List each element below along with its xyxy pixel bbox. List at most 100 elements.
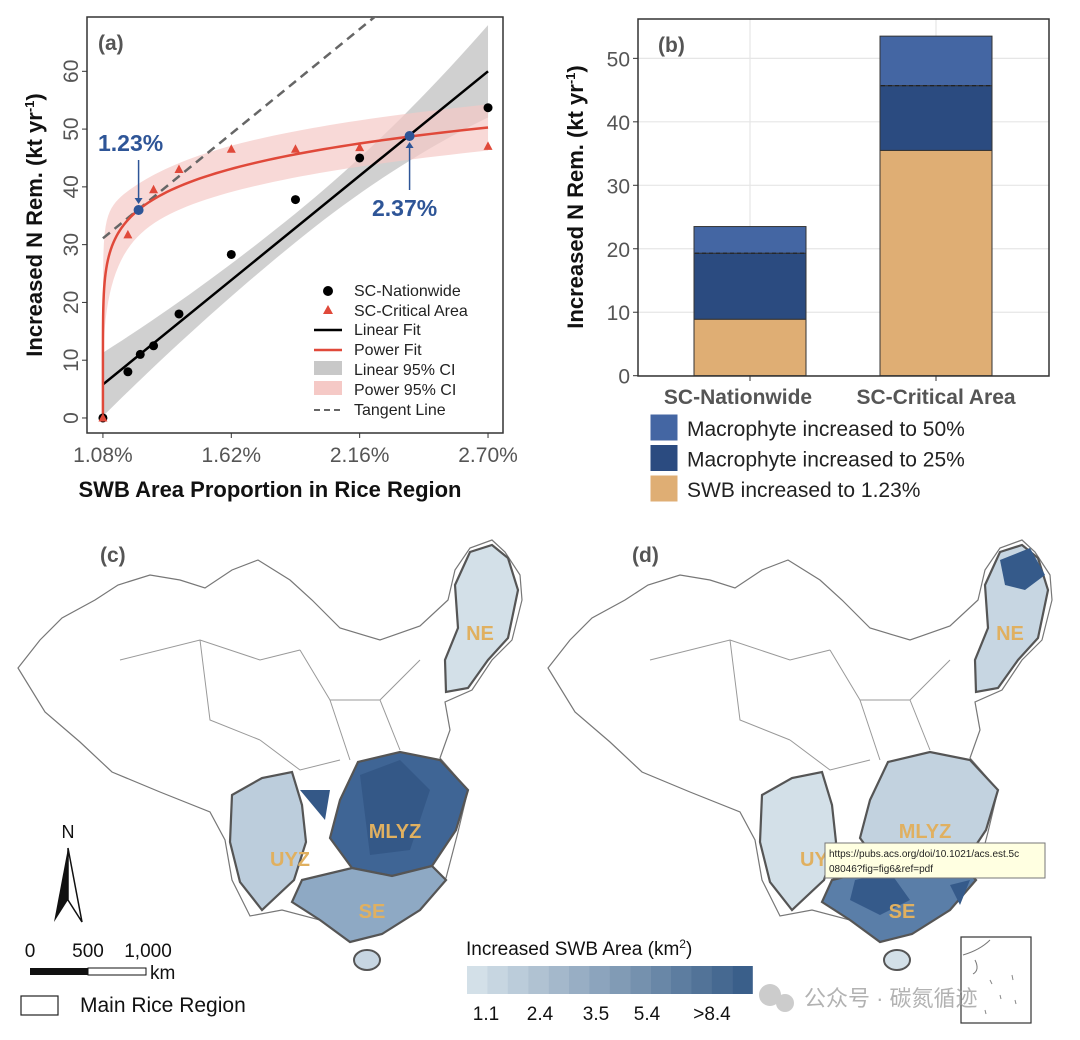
legend: SC-Nationwide SC-Critical Area Linear Fit P… bbox=[314, 283, 468, 419]
svg-text:公众号 · 碳氮循迹: 公众号 · 碳氮循迹 bbox=[804, 986, 978, 1011]
plot-frame bbox=[637, 18, 1050, 377]
colorbar-step bbox=[630, 966, 651, 994]
province-border bbox=[259, 739, 341, 771]
colorbar-step bbox=[691, 966, 712, 994]
legend-label: Linear 95% CI bbox=[354, 362, 455, 379]
power-fit-line bbox=[101, 126, 489, 418]
region-label: SE bbox=[889, 901, 916, 923]
critical-area-point bbox=[174, 164, 184, 174]
svg-text:1,000: 1,000 bbox=[124, 941, 172, 962]
svg-text:https://pubs.acs.org/doi/10.10: https://pubs.acs.org/doi/10.1021/acs.est… bbox=[829, 849, 1019, 860]
panel-a-chart: 0 10 20 30 40 50 60 1.08% 1.62% 2.16% 2.70% (a) SW… bbox=[22, 16, 518, 502]
stacked-bar-segment bbox=[693, 252, 807, 320]
province-border bbox=[649, 639, 831, 661]
colorbar-step bbox=[589, 966, 610, 994]
colorbar-tick-label: 5.4 bbox=[634, 1004, 661, 1025]
high-increase-patch bbox=[950, 880, 970, 905]
stacked-bar-segment bbox=[879, 35, 993, 87]
province-border bbox=[729, 639, 791, 741]
tangent-line bbox=[102, 17, 377, 240]
y-tick-label: 60 bbox=[60, 60, 83, 83]
nationwide-point bbox=[174, 309, 184, 319]
y-tick-label: 10 bbox=[607, 302, 630, 325]
legend: Macrophyte increased to 50% Macrophyte in… bbox=[649, 413, 965, 503]
y-tick-label: 10 bbox=[60, 349, 83, 372]
colorbar-step bbox=[467, 966, 488, 994]
region-label: UYZ bbox=[270, 849, 310, 871]
nationwide-point bbox=[149, 341, 159, 351]
critical-area-point bbox=[290, 144, 300, 153]
south-china-sea-inset bbox=[960, 936, 1032, 1024]
legend-label: Macrophyte increased to 25% bbox=[687, 449, 965, 472]
province-border bbox=[329, 699, 351, 761]
y-tick-label: 50 bbox=[60, 117, 83, 140]
critical-area-point bbox=[355, 142, 365, 152]
legend-swatch-power-ci bbox=[314, 381, 342, 395]
linear-ci-band bbox=[102, 25, 489, 417]
north-arrow-icon: N bbox=[54, 822, 83, 923]
arrow-head-icon bbox=[405, 142, 414, 149]
legend-label: Macrophyte increased to 50% bbox=[687, 418, 965, 441]
url-tooltip: https://pubs.acs.org/doi/10.1021/acs.est… bbox=[824, 842, 1046, 879]
high-increase-patch bbox=[300, 790, 330, 820]
colorbar-step bbox=[569, 966, 590, 994]
x-tick-label: SC-Nationwide bbox=[664, 386, 812, 409]
map-panel-c: NE MLYZ UYZ SE bbox=[17, 539, 523, 971]
colorbar-step bbox=[548, 966, 570, 994]
critical-area-point bbox=[226, 144, 236, 153]
threshold-point bbox=[404, 131, 415, 142]
legend-marker-triangle bbox=[323, 305, 333, 314]
colorbar-tick-label: 1.1 bbox=[473, 1004, 499, 1025]
colorbar-step bbox=[711, 966, 733, 994]
x-tick-label: 1.62% bbox=[202, 444, 262, 467]
threshold-point bbox=[133, 204, 144, 215]
high-increase-patch bbox=[850, 872, 910, 915]
y-tick-label: 30 bbox=[60, 233, 83, 256]
nationwide-point bbox=[355, 153, 365, 163]
nationwide-point bbox=[226, 249, 236, 259]
province-border bbox=[299, 649, 421, 701]
rice-region-uyz bbox=[228, 770, 308, 912]
panel-label: (a) bbox=[98, 32, 124, 55]
y-tick-label: 20 bbox=[607, 239, 630, 262]
scale-bar: 0 500 1,000 km bbox=[25, 941, 176, 984]
region-label: SE bbox=[359, 901, 386, 923]
x-tick-label: SC-Critical Area bbox=[856, 386, 1015, 409]
province-border bbox=[119, 639, 301, 661]
legend-marker-circle bbox=[323, 286, 333, 296]
annotation-label: 1.23% bbox=[98, 130, 163, 156]
region-label: MLYZ bbox=[899, 821, 952, 843]
power-ci-band bbox=[103, 104, 489, 377]
panel-label-c: (c) bbox=[100, 544, 126, 567]
svg-text:N: N bbox=[62, 822, 75, 842]
legend-swatch bbox=[649, 444, 679, 472]
watermark: 公众号 · 碳氮循迹 bbox=[759, 984, 978, 1012]
colorbar: 1.1 2.4 3.5 5.4 >8.4 bbox=[467, 966, 753, 1025]
nationwide-point bbox=[123, 367, 133, 377]
x-tick-label: 2.70% bbox=[458, 444, 518, 467]
hainan-island bbox=[353, 949, 381, 971]
stacked-bar-segment bbox=[693, 226, 807, 254]
province-border bbox=[379, 699, 401, 751]
stacked-bar-segment bbox=[879, 85, 993, 151]
y-tick-label: 40 bbox=[60, 175, 83, 198]
colorbar-step bbox=[507, 966, 529, 994]
colorbar-step bbox=[650, 966, 672, 994]
nationwide-point bbox=[483, 103, 493, 113]
province-border bbox=[789, 739, 871, 771]
y-tick-label: 50 bbox=[607, 48, 630, 71]
legend-swatch-linear-ci bbox=[314, 361, 342, 375]
critical-area-point bbox=[98, 412, 108, 422]
main-rice-region-swatch bbox=[20, 995, 59, 1016]
colorbar-step bbox=[732, 966, 753, 994]
legend-label: Tangent Line bbox=[354, 402, 446, 419]
critical-area-point bbox=[483, 141, 493, 150]
legend-label: SWB increased to 1.23% bbox=[687, 479, 920, 502]
panel-b-chart: 0 10 20 30 40 50 SC-Nationwide SC-Critical Area… bbox=[563, 18, 1050, 503]
legend-swatch bbox=[649, 474, 679, 503]
main-rice-region-label: Main Rice Region bbox=[80, 994, 246, 1017]
x-tick-label: 1.08% bbox=[73, 444, 133, 467]
region-label: NE bbox=[996, 623, 1024, 645]
legend-label: Power 95% CI bbox=[354, 382, 456, 399]
y-tick-label: 0 bbox=[618, 366, 630, 389]
